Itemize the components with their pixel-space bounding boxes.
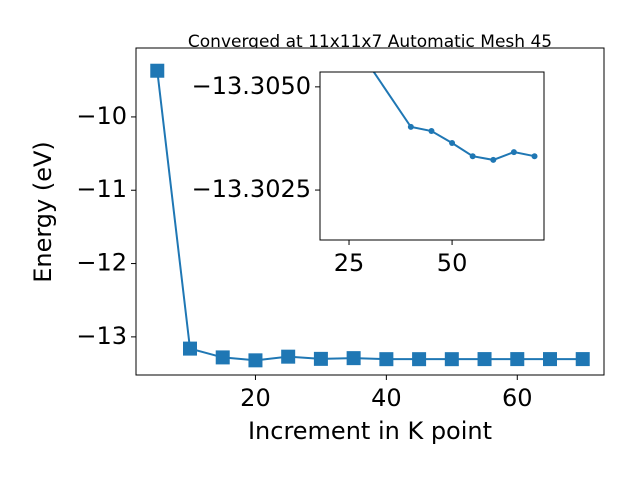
axes-frame (135, 47, 605, 376)
y-tick-label: −10 (76, 102, 127, 130)
data-point (543, 352, 557, 367)
data-point (313, 351, 328, 366)
x-tick-label: 50 (437, 249, 468, 277)
data-point (346, 351, 361, 366)
y-tick-label: −12 (76, 249, 127, 277)
data-point (248, 353, 263, 368)
plot-area (150, 63, 590, 368)
y-tick-label: −13.3050 (192, 72, 311, 100)
data-point (477, 352, 492, 367)
data-point (449, 139, 456, 146)
data-point (510, 352, 525, 367)
data-point (150, 63, 165, 78)
series-line (372, 72, 535, 161)
data-point (469, 153, 476, 160)
data-point (183, 341, 197, 356)
y-tick-label: −13 (76, 322, 127, 350)
plot-background (320, 72, 544, 240)
axes-frame (319, 71, 545, 241)
data-point (379, 352, 394, 367)
data-point (444, 352, 459, 367)
plot-area (372, 72, 538, 163)
data-point (412, 352, 427, 367)
data-point (490, 156, 497, 163)
x-tick-label: 20 (240, 384, 271, 412)
x-tick-label: 40 (371, 384, 402, 412)
x-axis-label: Increment in K point (248, 417, 492, 445)
y-tick-label: −13.3025 (192, 175, 311, 203)
data-point (510, 149, 517, 156)
data-point (407, 123, 414, 130)
data-point (575, 352, 590, 367)
data-point (428, 128, 435, 135)
chart-title: Converged at 11x11x7 Automatic Mesh 45 (188, 32, 552, 52)
x-tick-label: 60 (502, 384, 533, 412)
data-point (215, 350, 230, 365)
data-point (281, 349, 296, 364)
y-tick-label: −11 (76, 175, 127, 203)
data-point (531, 153, 538, 160)
x-tick-label: 25 (334, 249, 365, 277)
y-axis-label: Energy (eV) (29, 141, 57, 283)
